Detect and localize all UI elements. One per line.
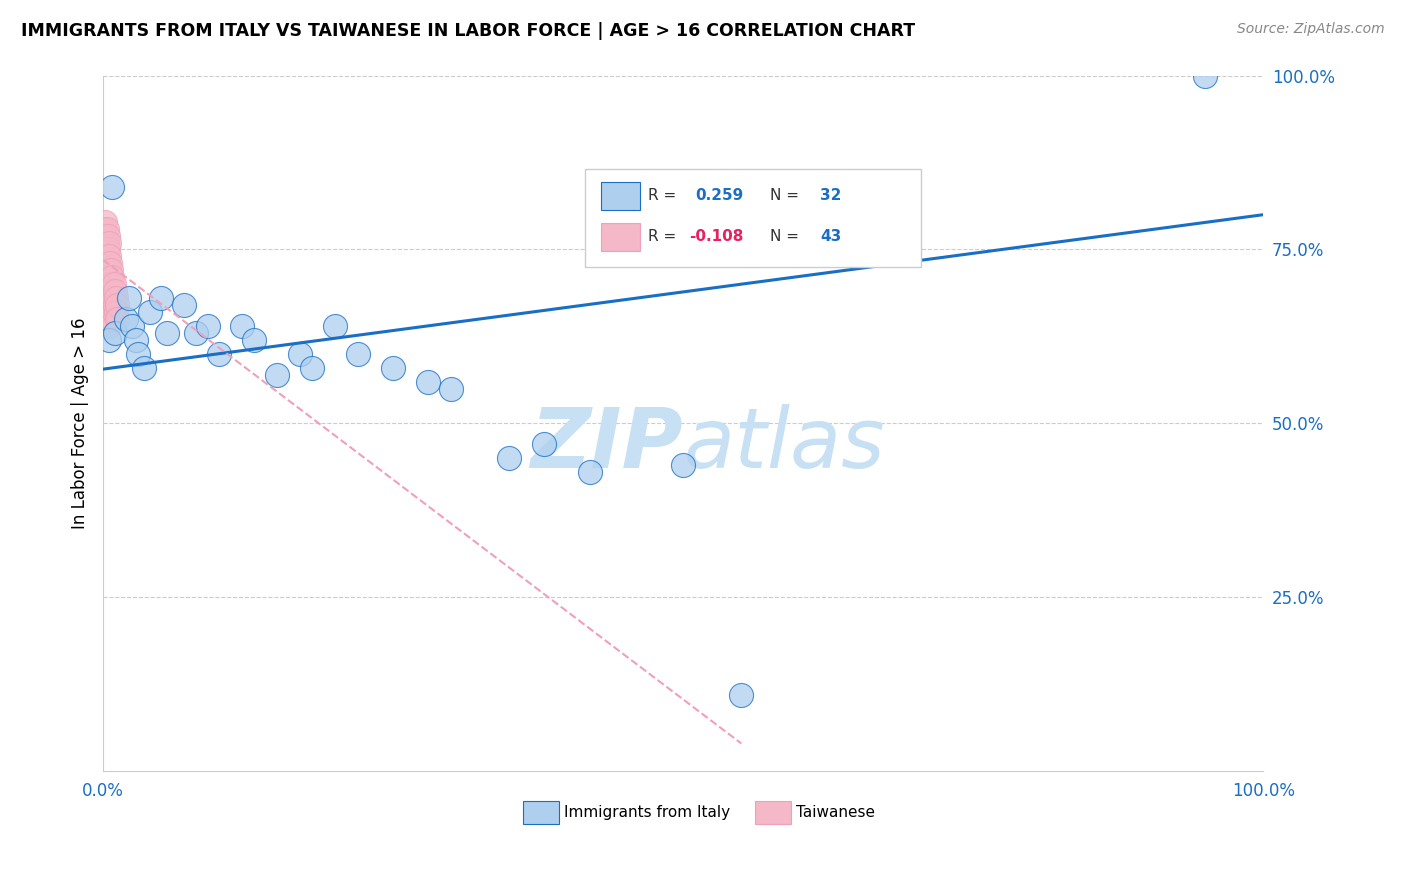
- FancyBboxPatch shape: [755, 800, 792, 824]
- Point: [97, 270, 120, 285]
- Point: [382, 360, 405, 375]
- FancyBboxPatch shape: [523, 800, 560, 824]
- FancyBboxPatch shape: [600, 223, 640, 252]
- Point: [101, 179, 124, 194]
- Point: [97, 256, 120, 270]
- Point: [533, 437, 555, 451]
- Point: [266, 368, 288, 382]
- Point: [94, 228, 117, 243]
- Text: Immigrants from Italy: Immigrants from Italy: [564, 805, 730, 820]
- Point: [96, 235, 118, 250]
- Point: [97, 277, 120, 292]
- Point: [96, 221, 118, 235]
- Point: [98, 284, 121, 298]
- Point: [173, 298, 195, 312]
- Point: [93, 235, 115, 250]
- Point: [121, 318, 143, 333]
- Text: ZIP: ZIP: [530, 404, 683, 484]
- Point: [100, 263, 122, 277]
- Point: [97, 249, 120, 263]
- Y-axis label: In Labor Force | Age > 16: In Labor Force | Age > 16: [72, 318, 89, 529]
- Point: [124, 333, 146, 347]
- Point: [150, 291, 173, 305]
- Point: [231, 318, 253, 333]
- Point: [105, 298, 128, 312]
- Point: [156, 326, 179, 340]
- Text: R =: R =: [648, 229, 682, 244]
- Point: [105, 312, 128, 326]
- Text: IMMIGRANTS FROM ITALY VS TAIWANESE IN LABOR FORCE | AGE > 16 CORRELATION CHART: IMMIGRANTS FROM ITALY VS TAIWANESE IN LA…: [21, 22, 915, 40]
- Point: [100, 305, 122, 319]
- Point: [96, 263, 118, 277]
- Point: [1194, 69, 1216, 83]
- Point: [97, 291, 120, 305]
- Point: [97, 263, 120, 277]
- Text: R =: R =: [648, 188, 682, 203]
- Point: [440, 382, 463, 396]
- Point: [243, 333, 266, 347]
- FancyBboxPatch shape: [585, 169, 921, 267]
- Point: [101, 270, 124, 285]
- Point: [103, 277, 125, 292]
- Point: [97, 333, 120, 347]
- Point: [93, 221, 115, 235]
- Point: [97, 235, 120, 250]
- Text: N =: N =: [770, 188, 804, 203]
- Point: [672, 458, 695, 472]
- Point: [579, 465, 602, 479]
- Point: [98, 270, 121, 285]
- Text: 0.259: 0.259: [695, 188, 744, 203]
- Point: [103, 305, 125, 319]
- Text: -0.108: -0.108: [689, 229, 744, 244]
- Point: [347, 347, 370, 361]
- Point: [97, 305, 120, 319]
- Point: [96, 249, 118, 263]
- Point: [416, 375, 439, 389]
- Point: [115, 312, 138, 326]
- Point: [104, 284, 127, 298]
- Text: 32: 32: [820, 188, 842, 203]
- Text: N =: N =: [770, 229, 804, 244]
- Point: [103, 291, 125, 305]
- Text: Taiwanese: Taiwanese: [796, 805, 875, 820]
- Point: [138, 305, 160, 319]
- Point: [208, 347, 231, 361]
- Point: [98, 298, 121, 312]
- Point: [94, 243, 117, 257]
- Point: [127, 347, 149, 361]
- Point: [93, 263, 115, 277]
- Point: [290, 347, 312, 361]
- Point: [104, 305, 127, 319]
- Point: [498, 451, 520, 466]
- Point: [98, 256, 121, 270]
- Point: [101, 312, 124, 326]
- Text: Source: ZipAtlas.com: Source: ZipAtlas.com: [1237, 22, 1385, 37]
- Point: [94, 256, 117, 270]
- Point: [104, 326, 127, 340]
- Point: [301, 360, 323, 375]
- Point: [94, 214, 117, 228]
- Point: [100, 291, 122, 305]
- Text: 43: 43: [820, 229, 841, 244]
- Point: [104, 298, 127, 312]
- Point: [101, 298, 124, 312]
- Point: [97, 318, 120, 333]
- Point: [101, 284, 124, 298]
- Point: [104, 291, 127, 305]
- Point: [132, 360, 155, 375]
- Point: [97, 228, 120, 243]
- Point: [197, 318, 219, 333]
- Point: [730, 688, 752, 702]
- Point: [97, 243, 120, 257]
- Point: [100, 277, 122, 292]
- Point: [118, 291, 141, 305]
- FancyBboxPatch shape: [600, 182, 640, 211]
- Text: atlas: atlas: [683, 404, 884, 484]
- Point: [323, 318, 346, 333]
- Point: [184, 326, 207, 340]
